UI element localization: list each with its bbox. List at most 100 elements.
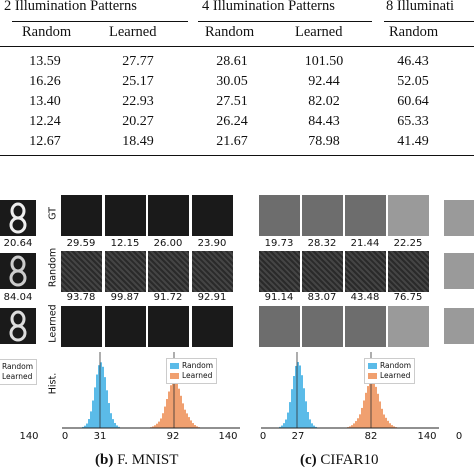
panel-b-learned-bar (194, 425, 196, 428)
panel-c-random-bar (281, 425, 283, 428)
panel-c-random-bar (311, 423, 313, 428)
group-header-8-patterns: 8 Illuminati (386, 0, 455, 14)
panel-c-caption: (c) CIFAR10 (300, 452, 379, 468)
panel-b-random-image-2 (105, 251, 146, 292)
panel-b-random-image-1 (61, 251, 102, 292)
table-cell: 20.27 (122, 114, 154, 129)
panel-a-legend-random: Random (2, 362, 34, 371)
table-cell: 18.49 (122, 134, 154, 149)
panel-c-random-bar (313, 425, 315, 428)
panel-c-learned-bar (391, 425, 393, 428)
panel-c-learned-bar (355, 421, 357, 428)
panel-b-random-bar (86, 423, 88, 428)
panel-c-learned-bar (385, 417, 387, 428)
table-cell: 27.77 (122, 54, 154, 69)
panel-c-learned-bar (371, 380, 373, 428)
table-cell: 21.67 (216, 134, 248, 149)
panel-b-learned-bar (160, 418, 162, 428)
panel-b-learned-bar (152, 426, 154, 428)
panel-c-learned-bar (357, 418, 359, 428)
panel-b-tick-0: 0 (61, 431, 69, 442)
panel-c-random-bar (315, 426, 317, 428)
table-cell: 46.43 (397, 54, 429, 69)
table-cell: 16.26 (29, 74, 61, 89)
panel-b-random-bar (104, 377, 106, 428)
panel-c-random-value-3: 43.48 (350, 292, 380, 303)
table-cell: 82.02 (308, 94, 340, 109)
panel-c-gt-value-2: 28.32 (307, 238, 337, 249)
panel-c-learned-bar (349, 426, 351, 428)
row-label-hist-b: Hist. (47, 372, 59, 395)
panel-b-random-bar (96, 374, 98, 428)
panel-b-learned-bar (188, 417, 190, 428)
panel-b-random-value-2: 99.87 (110, 292, 140, 303)
panel-a-legend: Random Learned (0, 359, 38, 385)
panel-c-random-value-4: 76.75 (393, 292, 423, 303)
panel-b-random-bar (100, 362, 102, 428)
panel-c-random-image-2 (302, 251, 343, 292)
panel-b-learned-image-3 (148, 306, 189, 347)
panel-b-random-value-1: 93.78 (66, 292, 96, 303)
panel-b-random-bar (82, 426, 84, 428)
panel-d-learned-image (444, 308, 474, 344)
table-cell: 84.43 (308, 114, 340, 129)
panel-c-learned-bar (383, 414, 385, 428)
panel-b-random-bar (112, 419, 114, 428)
row-label-random-b: Random (47, 247, 59, 288)
panel-b-tick-92: 92 (166, 431, 180, 442)
panel-a-gt-value: 20.64 (3, 238, 33, 249)
panel-c-learned-bar (369, 381, 371, 428)
table-cell: 41.49 (397, 134, 429, 149)
panel-c-legend-learned: Learned (368, 371, 411, 381)
panel-c-learned-bar (365, 392, 367, 428)
panel-c-learned-bar (363, 400, 365, 428)
table-cell: 25.17 (122, 74, 154, 89)
panel-b-learned-image-1 (61, 306, 102, 347)
table-cell: 13.59 (29, 54, 61, 69)
group-rule-2 (12, 21, 188, 22)
panel-b-random-value-3: 91.72 (153, 292, 183, 303)
group-rule-8 (384, 21, 474, 22)
panel-c-histogram (261, 352, 439, 429)
panel-c-learned-bar (389, 423, 391, 428)
panel-c-gt-value-3: 21.44 (350, 238, 380, 249)
panel-b-random-bar (90, 411, 92, 428)
panel-c-random-bar (305, 401, 307, 428)
panel-c-random-bar (297, 362, 299, 428)
panel-b-random-bar (108, 403, 110, 428)
group-header-4-patterns: 4 Illumination Patterns (202, 0, 335, 14)
panel-b-learned-bar (182, 403, 184, 428)
table-cell: 52.05 (397, 74, 429, 89)
panel-c-random-bar (295, 365, 297, 428)
panel-b-learned-bar (192, 423, 194, 428)
table-cell: 60.64 (397, 94, 429, 109)
row-label-learned-b: Learned (47, 304, 59, 343)
panel-c-tick-0: 0 (259, 431, 267, 442)
panel-c-learned-image-1 (259, 306, 300, 347)
panel-c-random-bar (301, 375, 303, 428)
panel-d-random-image (444, 253, 474, 289)
panel-c-random-value-2: 83.07 (307, 292, 337, 303)
panel-b-random-bar (118, 426, 120, 428)
panel-b-learned-bar (164, 406, 166, 428)
panel-c-random-bar (309, 419, 311, 428)
panel-c-tick-27: 27 (291, 431, 305, 442)
col-header-learned-4: Learned (295, 24, 343, 40)
panel-b-learned-bar (196, 426, 198, 428)
panel-c-random-bar (299, 365, 301, 428)
panel-c-random-bar (303, 388, 305, 428)
panel-b-learned-bar (186, 413, 188, 428)
panel-c-gt-image-3 (345, 195, 386, 236)
panel-a-learned-image (0, 308, 36, 344)
table-cell: 12.67 (29, 134, 61, 149)
table-cell: 30.05 (216, 74, 248, 89)
panel-b-tick-140: 140 (218, 431, 238, 442)
panel-a-gt-image (0, 200, 36, 236)
panel-c-learned-bar (375, 386, 377, 428)
panel-b-legend-random: Random (170, 361, 213, 371)
panel-b-learned-bar (154, 425, 156, 428)
panel-c-random-bar (283, 423, 285, 428)
panel-c-learned-bar (373, 381, 375, 428)
panel-c-gt-image-1 (259, 195, 300, 236)
panel-a-random-image (0, 253, 36, 289)
